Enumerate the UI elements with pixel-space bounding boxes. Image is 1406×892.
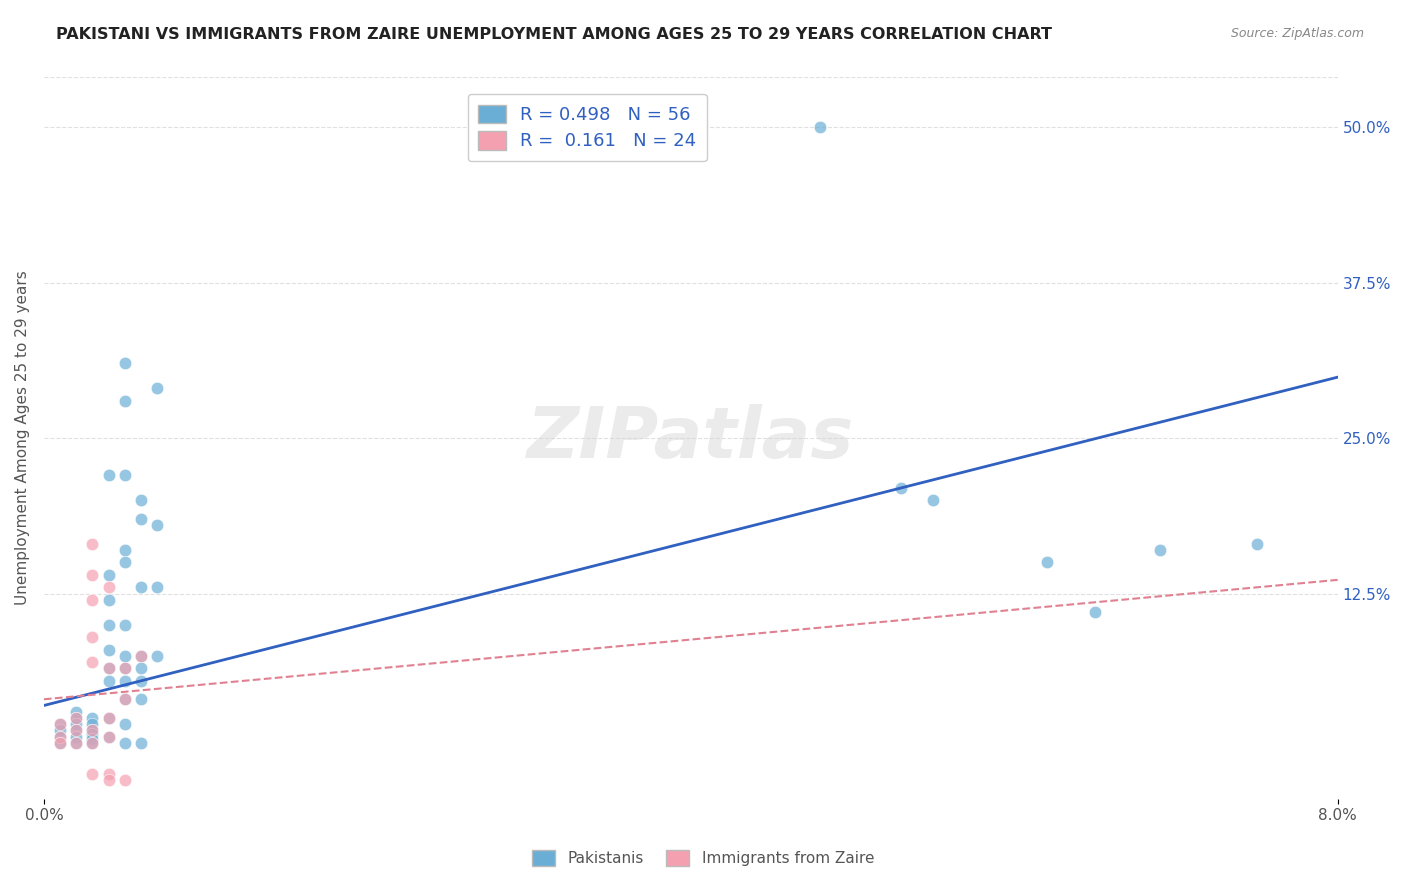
Point xyxy=(114,692,136,706)
Point xyxy=(97,617,120,632)
Point xyxy=(114,556,136,570)
Point xyxy=(1149,543,1171,558)
Point xyxy=(49,730,72,744)
Point xyxy=(65,711,87,725)
Point xyxy=(146,648,169,663)
Point xyxy=(49,717,72,731)
Point xyxy=(1035,556,1057,570)
Point xyxy=(49,730,72,744)
Point xyxy=(82,537,104,551)
Point xyxy=(114,648,136,663)
Point xyxy=(129,648,152,663)
Point xyxy=(65,736,87,750)
Point xyxy=(114,736,136,750)
Point xyxy=(97,767,120,781)
Point xyxy=(82,655,104,669)
Point xyxy=(97,661,120,675)
Point xyxy=(82,736,104,750)
Text: PAKISTANI VS IMMIGRANTS FROM ZAIRE UNEMPLOYMENT AMONG AGES 25 TO 29 YEARS CORREL: PAKISTANI VS IMMIGRANTS FROM ZAIRE UNEMP… xyxy=(56,27,1052,42)
Point xyxy=(65,723,87,738)
Point xyxy=(65,730,87,744)
Point xyxy=(146,580,169,594)
Point xyxy=(65,711,87,725)
Point xyxy=(49,717,72,731)
Text: ZIPatlas: ZIPatlas xyxy=(527,403,855,473)
Point xyxy=(49,736,72,750)
Point xyxy=(82,723,104,738)
Point xyxy=(82,736,104,750)
Point xyxy=(114,393,136,408)
Point xyxy=(890,481,912,495)
Point xyxy=(114,773,136,788)
Point xyxy=(65,723,87,738)
Point xyxy=(97,568,120,582)
Point xyxy=(114,543,136,558)
Point xyxy=(82,727,104,741)
Point xyxy=(808,120,831,135)
Legend: Pakistanis, Immigrants from Zaire: Pakistanis, Immigrants from Zaire xyxy=(523,841,883,875)
Point xyxy=(146,518,169,533)
Point xyxy=(129,648,152,663)
Point xyxy=(129,673,152,688)
Point xyxy=(1084,605,1107,619)
Point xyxy=(82,723,104,738)
Point xyxy=(114,356,136,370)
Point xyxy=(114,661,136,675)
Text: Source: ZipAtlas.com: Source: ZipAtlas.com xyxy=(1230,27,1364,40)
Point xyxy=(82,711,104,725)
Point xyxy=(97,642,120,657)
Point xyxy=(146,381,169,395)
Point xyxy=(97,730,120,744)
Point xyxy=(114,692,136,706)
Point xyxy=(922,493,945,508)
Point xyxy=(82,717,104,731)
Point xyxy=(97,468,120,483)
Point xyxy=(65,705,87,719)
Point xyxy=(49,723,72,738)
Point xyxy=(1246,537,1268,551)
Point xyxy=(97,673,120,688)
Point xyxy=(65,717,87,731)
Point xyxy=(129,512,152,526)
Point xyxy=(82,592,104,607)
Point xyxy=(97,773,120,788)
Point xyxy=(97,711,120,725)
Point xyxy=(129,692,152,706)
Point xyxy=(49,736,72,750)
Point xyxy=(97,711,120,725)
Point xyxy=(114,661,136,675)
Point xyxy=(114,673,136,688)
Point xyxy=(97,592,120,607)
Point xyxy=(97,730,120,744)
Point xyxy=(97,661,120,675)
Y-axis label: Unemployment Among Ages 25 to 29 years: Unemployment Among Ages 25 to 29 years xyxy=(15,271,30,606)
Point xyxy=(129,493,152,508)
Point xyxy=(82,630,104,644)
Legend: R = 0.498   N = 56, R =  0.161   N = 24: R = 0.498 N = 56, R = 0.161 N = 24 xyxy=(468,94,707,161)
Point xyxy=(65,736,87,750)
Point xyxy=(82,568,104,582)
Point xyxy=(97,580,120,594)
Point xyxy=(114,617,136,632)
Point xyxy=(114,717,136,731)
Point xyxy=(129,661,152,675)
Point xyxy=(114,468,136,483)
Point xyxy=(129,736,152,750)
Point xyxy=(82,767,104,781)
Point xyxy=(82,732,104,747)
Point xyxy=(129,580,152,594)
